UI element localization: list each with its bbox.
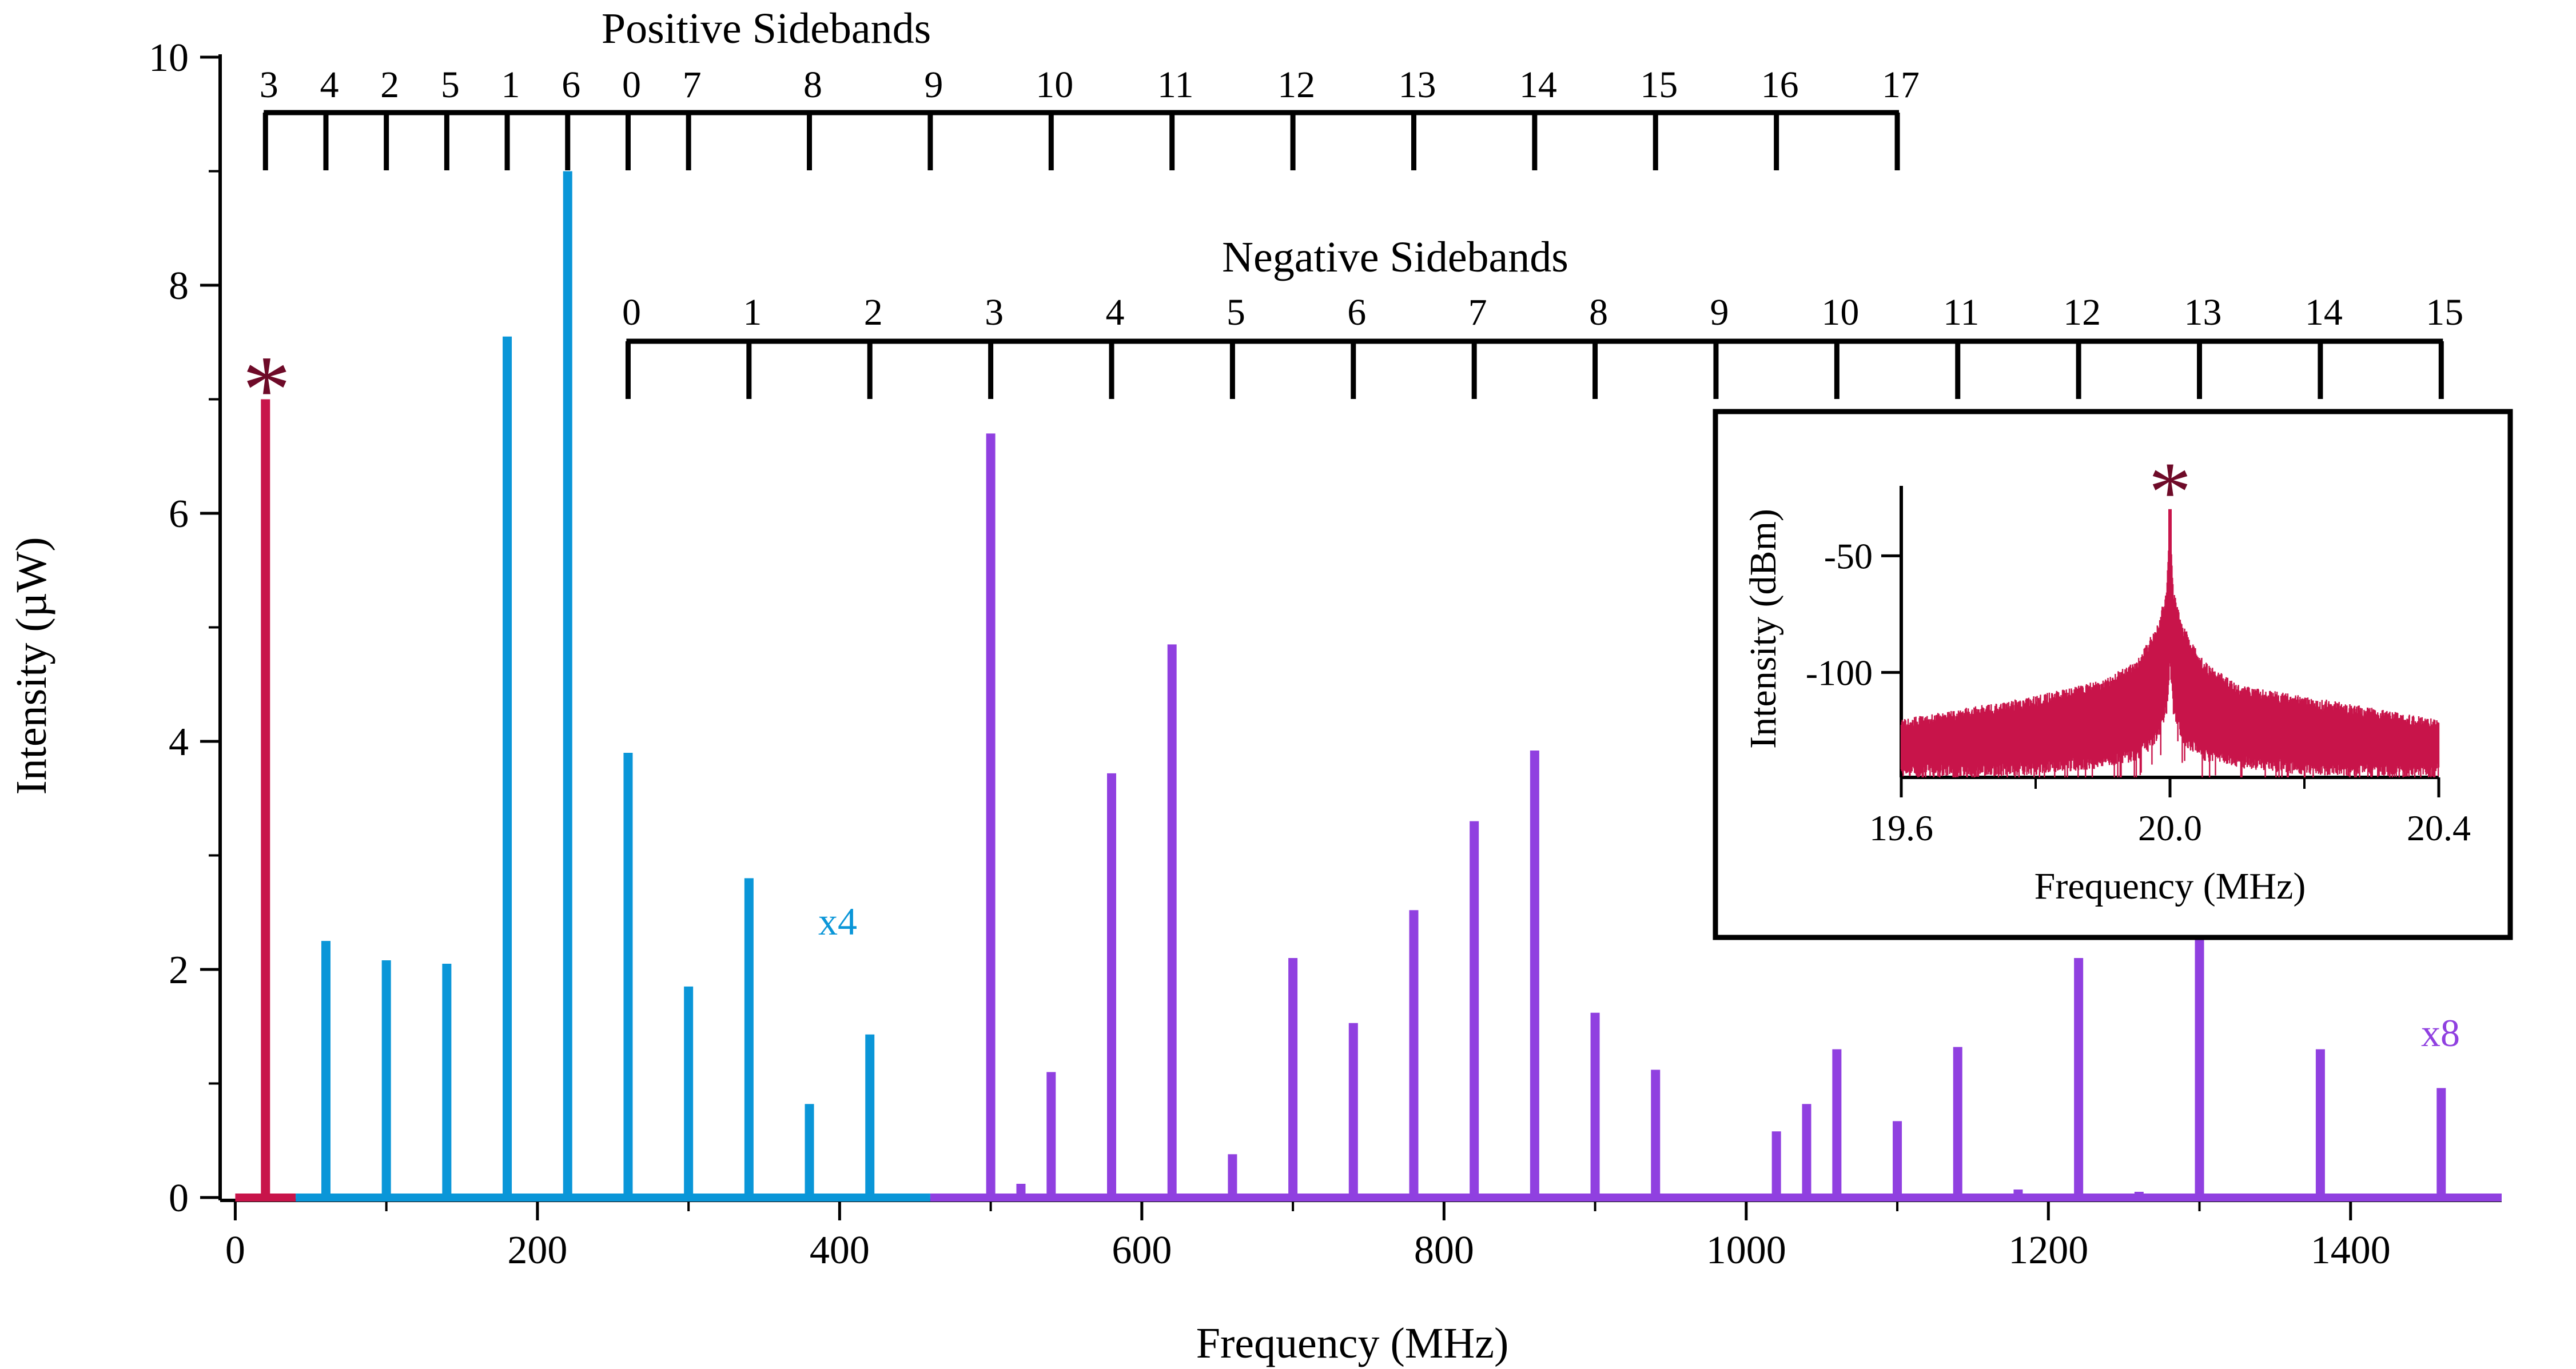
main-x-tick-label: 1400 [2311, 1228, 2391, 1272]
sideband-order-label: 15 [2426, 292, 2463, 333]
sideband-order-label: 16 [1761, 64, 1799, 106]
sideband-order-label: 12 [1277, 64, 1315, 106]
positive-sidebands-ruler: 3 4 2 5 1 6 0 7 8 9 10 11 12 13 14 15 16 17 [260, 64, 1920, 170]
inset-plot: -50 -100 19.6 20.0 20.4 * Frequency (MHz) In… [1713, 409, 2513, 940]
sideband-order-label: 1 [501, 64, 520, 106]
sideband-order-label: 11 [1943, 292, 1980, 333]
inset-peak-asterisk-marker: * [2149, 445, 2192, 540]
sideband-order-label: 2 [864, 292, 883, 333]
sideband-order-label: 4 [320, 64, 339, 106]
sideband-order-label: 17 [1882, 64, 1920, 106]
inset-frame [1713, 409, 2513, 940]
inset-x-tick-label: 20.4 [2407, 808, 2471, 848]
inset-y-tick-label: -50 [1824, 536, 1873, 576]
main-y-tick-label: 2 [169, 948, 189, 992]
sideband-order-label: 12 [2063, 292, 2101, 333]
sideband-order-label: 7 [1468, 292, 1487, 333]
sideband-order-label: 3 [985, 292, 1004, 333]
inset-y-axis-label: Intensity (dBm) [1742, 509, 1784, 749]
main-x-tick-label: 600 [1112, 1228, 1172, 1272]
sideband-order-label: 9 [1710, 292, 1729, 333]
main-x-tick-label: 1000 [1706, 1228, 1786, 1272]
sideband-order-label: 8 [803, 64, 822, 106]
positive-sidebands-title: Positive Sidebands [602, 5, 931, 53]
main-y-tick-label: 10 [149, 36, 189, 80]
inset-y-tick-label: -100 [1806, 652, 1873, 693]
sideband-order-label: 13 [2184, 292, 2222, 333]
main-y-axis-label: Intensity (µW) [7, 537, 55, 795]
sideband-order-label: 5 [1227, 292, 1245, 333]
sideband-order-label: 0 [622, 64, 641, 106]
sideband-order-label: 0 [622, 292, 641, 333]
sideband-order-label: 2 [380, 64, 399, 106]
inset-x-tick-label: 19.6 [1869, 808, 1933, 848]
inset-x-tick-label: 20.0 [2138, 808, 2202, 848]
sideband-order-label: 10 [1821, 292, 1859, 333]
sideband-order-label: 13 [1398, 64, 1436, 106]
sideband-order-label: 4 [1106, 292, 1125, 333]
sideband-order-label: 5 [441, 64, 460, 106]
sideband-order-label: 11 [1157, 64, 1194, 106]
main-x-tick-label: 400 [810, 1228, 870, 1272]
x4-annotation: x4 [818, 900, 857, 943]
main-y-tick-label: 0 [169, 1176, 189, 1220]
main-y-tick-label: 6 [169, 492, 189, 536]
inset-x-axis-label: Frequency (MHz) [2034, 865, 2306, 907]
main-plot-marks: * [235, 171, 2502, 1202]
sideband-order-label: 9 [924, 64, 943, 106]
main-x-tick-label: 0 [225, 1228, 245, 1272]
sideband-order-label: 14 [2305, 292, 2343, 333]
sideband-order-label: 14 [1519, 64, 1557, 106]
negative-sidebands-title: Negative Sidebands [1222, 233, 1568, 281]
sideband-order-label: 3 [260, 64, 278, 106]
sideband-order-label: 15 [1640, 64, 1678, 106]
inset-spectrum-trace [1900, 512, 2440, 777]
sideband-order-label: 1 [743, 292, 762, 333]
x8-annotation: x8 [2421, 1011, 2460, 1055]
inset-plot-marks: * [1900, 445, 2440, 777]
main-y-tick-label: 8 [169, 264, 189, 308]
main-x-tick-label: 1200 [2008, 1228, 2088, 1272]
sideband-order-label: 10 [1036, 64, 1073, 106]
main-y-tick-label: 4 [169, 720, 189, 764]
sideband-order-label: 6 [1347, 292, 1366, 333]
main-x-tick-label: 200 [507, 1228, 567, 1272]
sideband-order-label: 6 [562, 64, 580, 106]
sideband-order-label: 8 [1589, 292, 1608, 333]
sideband-order-label: 7 [683, 64, 702, 106]
main-x-tick-label: 800 [1414, 1228, 1474, 1272]
main-x-axis-label: Frequency (MHz) [1196, 1319, 1509, 1367]
negative-sidebands-ruler: 0 1 2 3 4 5 6 7 8 9 10 11 12 13 14 15 [622, 292, 2463, 399]
carrier-asterisk-marker: * [242, 336, 291, 444]
